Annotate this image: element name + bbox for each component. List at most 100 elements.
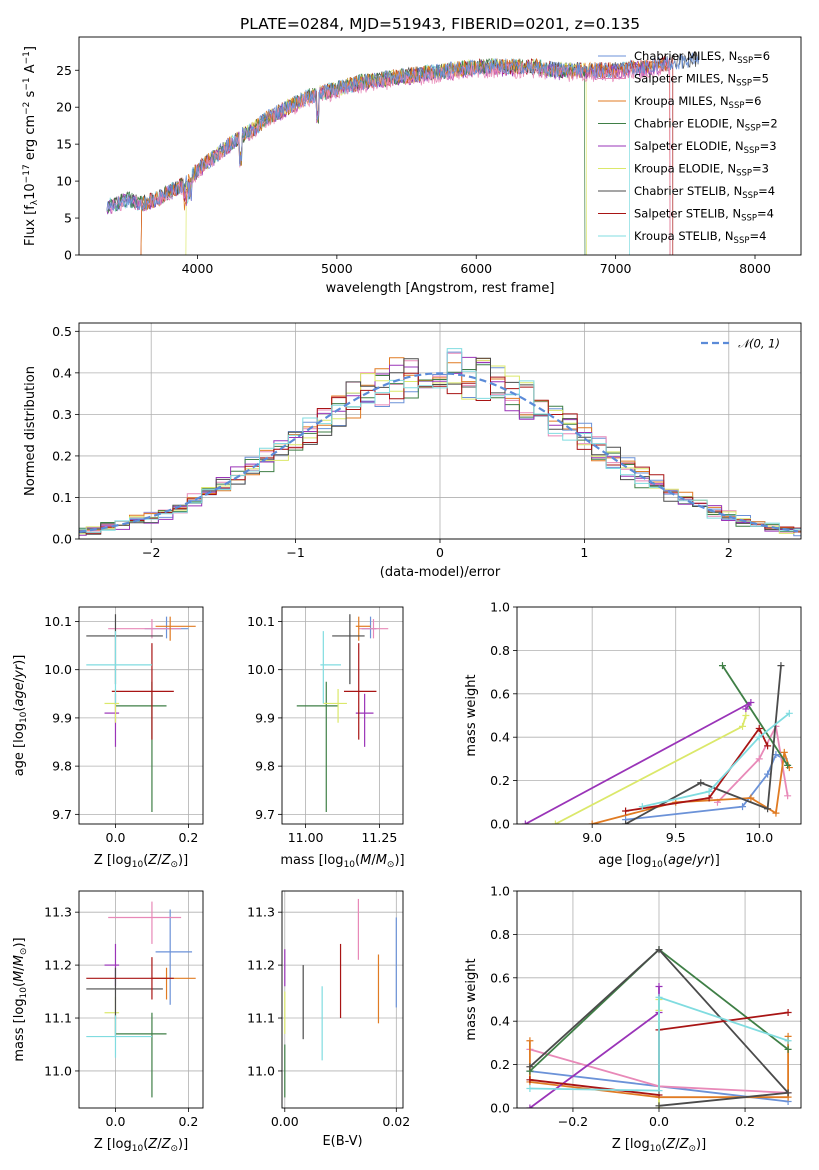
y-tick-label: 11.2 xyxy=(44,958,72,973)
y-tick-label: 9.7 xyxy=(52,807,72,822)
point-marker xyxy=(742,712,750,719)
point-marker xyxy=(622,807,630,815)
x-tick-label: −2 xyxy=(142,545,160,560)
point-marker xyxy=(521,820,529,824)
y-tick-label: 0.4 xyxy=(490,730,510,745)
point-marker xyxy=(551,820,559,824)
x-tick-label: 0.2 xyxy=(178,1114,198,1129)
histogram-salpeter-miles xyxy=(79,352,801,533)
point-marker xyxy=(755,725,763,733)
x-tick-label: 11.25 xyxy=(361,830,397,845)
axes-frame xyxy=(78,606,204,825)
x-tick-label: 1 xyxy=(580,545,588,560)
x-tick-label: 7000 xyxy=(600,261,632,276)
mass-vs-ebv-chart: 0.00 0.02 11.0 11.1 11.2 11.3 E(B-V) xyxy=(247,890,410,1149)
point-marker xyxy=(784,1009,792,1017)
x-axis-label: Z [log10(Z/Z⊙)] xyxy=(612,1137,706,1154)
point-marker xyxy=(747,698,755,706)
y-tick-label: 1.0 xyxy=(490,600,510,615)
point-marker xyxy=(655,1102,663,1108)
y-axis-label: age [log10(age/yr)] xyxy=(12,655,29,777)
x-axis-label: Z [log10(Z/Z⊙)] xyxy=(94,853,188,870)
residuals-chart: −2 −1 0 1 2 0.0 0.1 0.2 0.3 0.4 0.5 (data-model)/er… xyxy=(23,322,802,580)
x-tick-label: 0.02 xyxy=(382,1114,410,1129)
legend-entry: Kroupa MILES, NSSP=6 xyxy=(634,94,761,111)
mass-weight-lines xyxy=(521,662,793,824)
x-tick-label: 8000 xyxy=(739,261,771,276)
y-tick-label: 0.2 xyxy=(490,773,510,788)
spectrum-lines xyxy=(106,52,700,255)
point-marker xyxy=(742,705,750,713)
spectrum-salpeter-elodie xyxy=(106,56,671,255)
y-tick-label: 0.6 xyxy=(490,970,510,985)
mass-vs-z-chart: 0.0 0.2 11.0 11.1 11.2 11.3 Z [log10(Z/Z⊙)] mas… xyxy=(12,890,204,1154)
y-tick-label: 0.8 xyxy=(490,927,510,942)
errorbars xyxy=(284,898,397,1098)
spectrum-chabrier-elodie xyxy=(106,57,586,255)
x-axis-label: E(B-V) xyxy=(322,1134,362,1149)
point-marker xyxy=(655,1087,663,1095)
x-tick-label: 2 xyxy=(725,545,733,560)
point-marker xyxy=(638,803,646,811)
legend-entry: 𝒩(0, 1) xyxy=(738,337,780,351)
y-tick-label: 0.0 xyxy=(490,817,510,832)
histogram-chabrier-miles xyxy=(79,351,801,537)
axes-frame xyxy=(281,606,404,825)
point-marker xyxy=(588,820,596,824)
point-marker xyxy=(739,803,747,811)
x-tick-label: 0.0 xyxy=(106,830,126,845)
axes-frame xyxy=(78,322,802,540)
point-marker xyxy=(622,820,630,824)
point-marker xyxy=(784,761,792,769)
x-axis-label: wavelength [Angstrom, rest frame] xyxy=(326,281,555,296)
legend-entry: Kroupa STELIB, NSSP=4 xyxy=(634,229,766,246)
point-marker xyxy=(526,1084,534,1092)
errorbars xyxy=(296,614,389,812)
y-axis-label: Normed distribution xyxy=(23,366,38,496)
y-tick-label: 0.5 xyxy=(52,324,72,339)
y-tick-label: 11.3 xyxy=(247,905,275,920)
axes-frame xyxy=(78,36,802,256)
point-marker xyxy=(526,1076,534,1084)
y-tick-label: 10.0 xyxy=(44,662,72,677)
x-tick-label: 9.0 xyxy=(582,830,602,845)
legend-entry: Salpeter STELIB, NSSP=4 xyxy=(634,207,774,224)
y-tick-label: 10.1 xyxy=(44,614,72,629)
point-marker xyxy=(764,742,772,750)
y-axis-label: mass weight xyxy=(464,958,479,1040)
spectrum-kroupa-stelib xyxy=(106,58,630,255)
y-tick-label: 11.1 xyxy=(247,1011,275,1026)
residual-histograms xyxy=(79,348,801,537)
legend-entry: Salpeter MILES, NSSP=5 xyxy=(634,72,769,89)
point-marker xyxy=(526,1037,534,1045)
x-axis-label: age [log10(age/yr)] xyxy=(598,853,720,870)
series-chabrier-stelib xyxy=(625,665,782,824)
y-tick-label: 20 xyxy=(56,100,72,115)
y-tick-label: 0 xyxy=(64,248,72,263)
residuals-legend: 𝒩(0, 1) xyxy=(701,337,780,351)
histogram-salpeter-elodie xyxy=(79,356,801,536)
errorbars xyxy=(86,901,196,1098)
spectrum-kroupa-miles xyxy=(140,58,671,255)
point-marker xyxy=(655,982,663,990)
point-marker xyxy=(784,792,792,800)
point-marker xyxy=(697,779,705,787)
legend-entry: Chabrier MILES, NSSP=6 xyxy=(634,49,770,66)
y-tick-label: 0.1 xyxy=(52,490,72,505)
y-axis-label: mass weight xyxy=(464,674,479,756)
point-marker xyxy=(655,993,663,1001)
point-marker xyxy=(526,1104,534,1108)
x-axis-label: (data-model)/error xyxy=(380,565,501,580)
spectrum-kroupa-elodie xyxy=(185,57,587,255)
y-tick-label: 9.8 xyxy=(52,759,72,774)
mass-weight-vs-age-chart: 9.0 9.5 10.0 0.0 0.2 0.4 0.6 0.8 1.0 mass weight a… xyxy=(464,600,802,870)
y-tick-label: 10.1 xyxy=(247,614,275,629)
errorbars xyxy=(86,614,196,812)
spectrum-salpeter-stelib xyxy=(140,55,674,255)
x-tick-label: 0 xyxy=(436,545,444,560)
point-marker xyxy=(755,755,763,763)
point-marker xyxy=(772,751,780,759)
y-tick-label: 0.4 xyxy=(52,365,72,380)
y-tick-label: 5 xyxy=(64,211,72,226)
y-tick-label: 0.3 xyxy=(52,407,72,422)
